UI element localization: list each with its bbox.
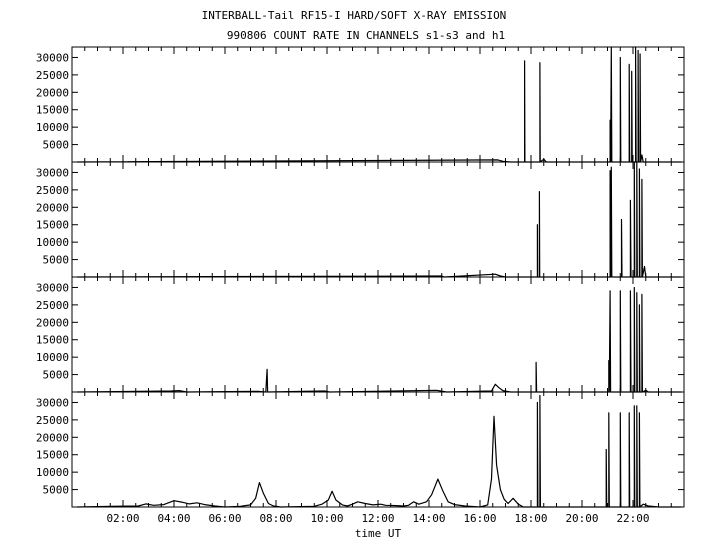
panel-1-ytick-label: 10000 <box>36 121 69 134</box>
x-tick-label: 14:00 <box>412 512 445 525</box>
panel-3-ytick-label: 20000 <box>36 316 69 329</box>
panel-1-ytick-label: 25000 <box>36 69 69 82</box>
x-tick-label: 04:00 <box>157 512 190 525</box>
panel-2-ytick-label: 5000 <box>43 254 70 267</box>
panel-3-ytick-label: 15000 <box>36 334 69 347</box>
panel-2-frame <box>71 161 685 278</box>
panel-1-frame <box>71 46 685 163</box>
panel-4-frame <box>71 391 685 508</box>
panel-1-ytick-label: 5000 <box>43 139 70 152</box>
x-tick-label: 12:00 <box>361 512 394 525</box>
panel-3-ytick-label: 30000 <box>36 281 69 294</box>
panel-3-ytick-label: 5000 <box>43 369 70 382</box>
panel-1-ytick-label: 20000 <box>36 86 69 99</box>
panel-2-ytick-label: 15000 <box>36 219 69 232</box>
panel-3-ytick-label: 10000 <box>36 351 69 364</box>
panel-4-ytick-label: 30000 <box>36 396 69 409</box>
x-tick-label: 06:00 <box>208 512 241 525</box>
panel-1-ytick-label: 30000 <box>36 51 69 64</box>
x-tick-label: 10:00 <box>310 512 343 525</box>
panel-4-ytick-label: 25000 <box>36 414 69 427</box>
series-line-panel-3 <box>77 286 682 393</box>
x-tick-label: 08:00 <box>259 512 292 525</box>
panel-4-ytick-label: 15000 <box>36 449 69 462</box>
panel-3-ytick-label: 25000 <box>36 299 69 312</box>
x-tick-label: 20:00 <box>565 512 598 525</box>
panel-2-ytick-label: 20000 <box>36 201 69 214</box>
panel-1-ytick-label: 15000 <box>36 104 69 117</box>
chart-subtitle: 990806 COUNT RATE IN CHANNELS s1-s3 and … <box>227 29 505 42</box>
x-tick-label: 18:00 <box>514 512 547 525</box>
x-tick-label: 02:00 <box>106 512 139 525</box>
panel-4-ytick-label: 20000 <box>36 431 69 444</box>
chart-title: INTERBALL-Tail RF15-I HARD/SOFT X-RAY EM… <box>202 9 507 22</box>
panel-2-ytick-label: 10000 <box>36 236 69 249</box>
panels-group: 5000 10000 15000 20000 25000 30000 5000 10000 15… <box>36 46 685 525</box>
series-line-panel-1 <box>77 46 682 163</box>
panel-4-ytick-label: 10000 <box>36 466 69 479</box>
panel-3-frame <box>71 276 685 393</box>
panel-2-ytick-label: 30000 <box>36 166 69 179</box>
series-line-panel-2 <box>77 161 682 278</box>
x-axis-label: time UT <box>355 527 402 540</box>
panel-4-ytick-label: 5000 <box>43 484 70 497</box>
panel-2-ytick-label: 25000 <box>36 184 69 197</box>
x-tick-label: 16:00 <box>463 512 496 525</box>
series-line-panel-4 <box>77 394 682 508</box>
x-tick-label: 22:00 <box>616 512 649 525</box>
